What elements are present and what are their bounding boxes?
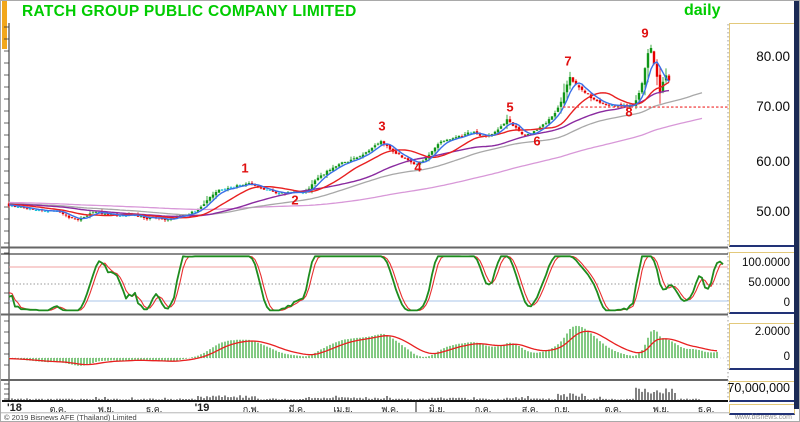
wave-annotation-7: 7 [564, 53, 572, 69]
x-axis-month-label: เม.ย. [333, 404, 353, 414]
wave-annotation-4: 4 [414, 159, 422, 175]
oscillator-axis-label: 0 [783, 297, 790, 309]
axis-label-box [729, 404, 795, 415]
wave-annotation-2: 2 [291, 192, 299, 208]
x-axis-month-label: มิ.ย. [428, 404, 446, 414]
x-axis-month-label: '19 [194, 402, 210, 414]
oscillator-axis-label: 100.0000 [742, 257, 790, 269]
price-axis-label: 70.00 [756, 99, 790, 114]
price-axis-label: 80.00 [756, 49, 790, 64]
wave-annotation-5: 5 [506, 99, 514, 115]
x-axis-month-label: ก.พ. [242, 404, 260, 414]
stochastic-panel [1, 253, 728, 312]
axis-label-box [729, 23, 795, 247]
price-axis-label: 50.00 [756, 204, 790, 219]
volume-panel [8, 387, 700, 401]
window-accent-bar [2, 1, 7, 49]
macd-axis-label: 2.0000 [754, 326, 790, 338]
wave-annotation-6: 6 [533, 133, 541, 149]
axis-label-box [729, 323, 795, 370]
x-axis-month-label: ต.ค. [604, 404, 622, 414]
price-panel [7, 44, 728, 222]
chart-title: RATCH GROUP PUBLIC COMPANY LIMITED [22, 3, 357, 20]
x-axis-month-label: ส.ค. [521, 404, 539, 414]
x-axis-month-label: ก.ย. [554, 404, 570, 414]
x-axis-month-label: พ.ย. [97, 404, 115, 414]
x-axis-month-label: พ.ย. [652, 404, 670, 414]
x-axis-month-label: ธ.ค. [145, 404, 163, 414]
wave-annotation-1: 1 [241, 160, 249, 176]
x-axis-month-label: '18 [7, 402, 22, 414]
x-axis-month-label: มี.ค. [288, 404, 306, 414]
oscillator-axis-label: 50.0000 [748, 277, 790, 289]
wave-annotation-3: 3 [378, 118, 386, 134]
macd-axis-label: 0 [783, 351, 790, 363]
macd-panel [8, 325, 728, 366]
x-axis-month-label: ก.ค. [474, 404, 492, 414]
price-axis-label: 60.00 [756, 154, 790, 169]
window-edge-strip [794, 1, 799, 409]
axis-label-box [729, 252, 795, 314]
website-watermark: www.bisnews.com [734, 414, 792, 421]
wave-annotation-9: 9 [641, 25, 649, 41]
wave-annotation-8: 8 [625, 104, 633, 120]
x-axis-month-label: พ.ค. [381, 404, 399, 414]
x-axis-month-label: ธ.ค. [697, 404, 715, 414]
volume-axis-label: 70,000,000 [727, 381, 790, 395]
copyright-text: © 2019 Bisnews AFE (Thailand) Limited [4, 413, 137, 422]
timeframe-label: daily [684, 2, 721, 19]
x-axis-month-label: ต.ค. [49, 404, 67, 414]
